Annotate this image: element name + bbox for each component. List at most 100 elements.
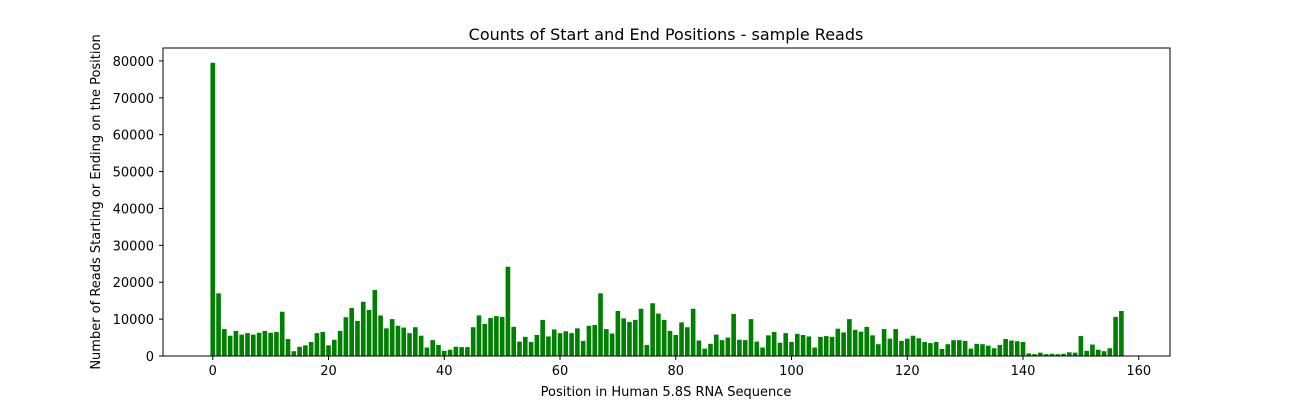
bar-pos-88	[719, 340, 725, 356]
bar-pos-21	[331, 339, 337, 356]
bar-pos-18	[314, 333, 320, 356]
bar-pos-95	[760, 347, 765, 356]
bar-pos-45	[470, 327, 476, 356]
bar-pos-153	[1095, 349, 1101, 356]
y-tick-label: 60000	[113, 129, 154, 144]
bar-pos-98	[777, 342, 783, 356]
bar-pos-82	[685, 327, 690, 356]
bar-pos-137	[1003, 339, 1008, 356]
bar-pos-140	[1020, 341, 1026, 356]
bar-pos-50	[499, 316, 505, 356]
bar-pos-122	[916, 338, 922, 356]
bar-pos-141	[1026, 353, 1032, 356]
bar-pos-118	[893, 329, 898, 356]
bar-pos-116	[881, 329, 887, 356]
bar-pos-148	[1066, 352, 1072, 356]
bar-pos-16	[303, 345, 308, 356]
bar-pos-93	[748, 319, 754, 356]
bar-pos-143	[1038, 352, 1043, 356]
y-tick-label: 20000	[113, 276, 154, 291]
bar-pos-46	[476, 315, 482, 356]
bar-pos-134	[985, 345, 991, 356]
bar-pos-89	[725, 337, 731, 356]
bar-pos-3	[227, 335, 233, 356]
bar-pos-103	[806, 336, 812, 356]
bar-pos-70	[615, 311, 621, 356]
bar-pos-61	[563, 331, 569, 356]
y-tick-label: 40000	[113, 202, 154, 217]
bar-pos-5	[239, 334, 245, 356]
bar-pos-76	[650, 303, 655, 356]
bar-pos-80	[673, 334, 679, 356]
bar-pos-63	[575, 328, 580, 356]
bar-pos-55	[528, 341, 534, 356]
bar-pos-87	[713, 334, 719, 356]
bar-pos-54	[522, 336, 528, 356]
bar-pos-13	[285, 339, 291, 356]
bar-pos-101	[794, 333, 800, 356]
x-tick-label: 140	[1011, 364, 1036, 379]
bar-pos-100	[789, 341, 794, 356]
bar-pos-147	[1061, 353, 1066, 356]
bar-pos-14	[291, 351, 297, 356]
bar-pos-64	[580, 340, 586, 356]
bar-pos-144	[1043, 354, 1049, 356]
bar-pos-121	[910, 335, 916, 356]
chart-title: Counts of Start and End Positions - samp…	[469, 25, 864, 44]
bar-pos-79	[667, 330, 673, 356]
bar-pos-133	[980, 344, 985, 356]
bar-pos-34	[407, 333, 412, 356]
bar-pos-6	[245, 333, 250, 356]
bar-pos-52	[511, 326, 517, 356]
bar-pos-99	[783, 333, 789, 356]
bar-pos-107	[829, 336, 835, 356]
bar-pos-44	[465, 347, 470, 356]
y-tick-label: 30000	[113, 239, 154, 254]
bar-pos-81	[679, 322, 684, 356]
bar-pos-86	[708, 343, 713, 356]
bar-pos-97	[771, 332, 777, 356]
bar-pos-53	[517, 341, 522, 356]
bar-pos-58	[546, 336, 551, 356]
bar-pos-51	[505, 266, 511, 356]
bar-pos-11	[274, 332, 279, 356]
bar-pos-124	[928, 343, 933, 356]
bar-pos-154	[1101, 351, 1107, 356]
bar-pos-25	[355, 320, 360, 356]
x-tick-label: 20	[320, 364, 337, 379]
x-tick-label: 60	[552, 364, 569, 379]
bar-pos-105	[818, 336, 823, 356]
y-tick-label: 10000	[113, 313, 154, 328]
bar-pos-26	[360, 301, 366, 356]
x-tick-label: 40	[436, 364, 453, 379]
bar-pos-115	[876, 344, 881, 356]
bar-pos-57	[540, 319, 545, 356]
bar-pos-23	[343, 317, 349, 356]
bar-pos-38	[430, 340, 436, 356]
bar-pos-43	[459, 347, 464, 356]
bar-pos-126	[939, 348, 945, 356]
bar-pos-1	[216, 293, 221, 356]
bar-pos-75	[644, 344, 650, 356]
bar-pos-65	[586, 325, 592, 356]
bar-pos-150	[1078, 336, 1084, 356]
bar-pos-83	[690, 308, 696, 356]
bar-pos-119	[899, 340, 904, 356]
bar-pos-149	[1072, 352, 1078, 356]
bar-pos-74	[638, 308, 644, 356]
bar-pos-10	[268, 332, 273, 356]
bar-pos-113	[864, 326, 870, 356]
bar-pos-49	[494, 316, 499, 356]
bar-pos-67	[598, 293, 603, 356]
bar-pos-4	[233, 330, 239, 356]
bar-pos-90	[731, 313, 736, 356]
bar-pos-78	[661, 319, 667, 356]
bar-pos-77	[656, 313, 661, 356]
y-tick-label: 0	[146, 350, 154, 365]
bar-pos-68	[604, 329, 609, 356]
bar-pos-106	[823, 336, 829, 356]
bar-pos-114	[870, 335, 875, 356]
ticks-layer: 0 20 40 60 80 100 120 140 160 0 10000 20000 30000 400…	[113, 55, 1152, 379]
bar-pos-8	[256, 332, 262, 356]
